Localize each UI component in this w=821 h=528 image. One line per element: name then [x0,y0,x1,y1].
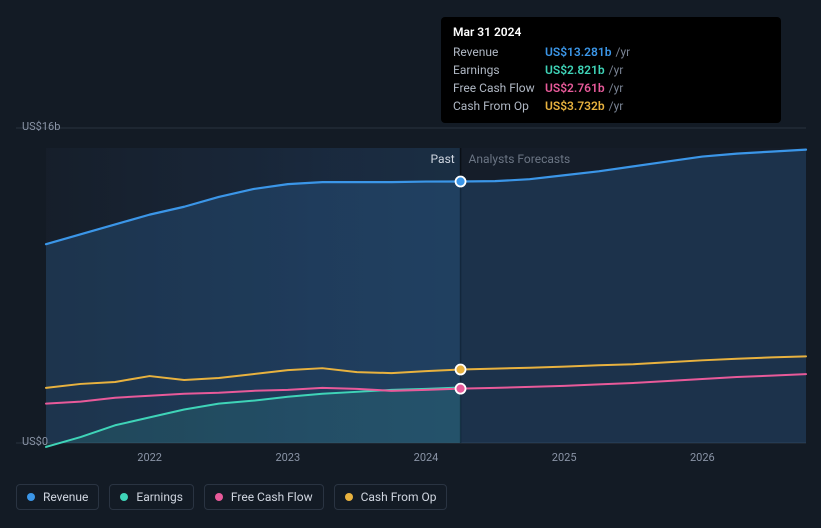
legend-swatch-icon [215,493,223,501]
past-section-label: Past [431,152,455,166]
tooltip-row: EarningsUS$2.821b/yr [453,61,769,79]
legend-swatch-icon [120,493,128,501]
legend-item-revenue[interactable]: Revenue [16,484,99,510]
revenue-forecast-chart: Mar 31 2024 RevenueUS$13.281b/yrEarnings… [0,0,821,524]
tooltip-row: Cash From OpUS$3.732b/yr [453,97,769,115]
x-axis-label: 2025 [552,451,577,464]
x-axis-label: 2024 [414,451,439,464]
tooltip-row: RevenueUS$13.281b/yr [453,43,769,61]
y-axis-label: US$0 [22,435,48,448]
legend-item-earnings[interactable]: Earnings [109,484,194,510]
tooltip-row: Free Cash FlowUS$2.761b/yr [453,79,769,97]
legend-label: Earnings [136,490,183,504]
tooltip-unit: /yr [609,61,624,79]
tooltip-unit: /yr [609,79,624,97]
tooltip-unit: /yr [609,97,624,115]
legend-label: Free Cash Flow [231,490,313,504]
legend-swatch-icon [345,493,353,501]
tooltip-metric-label: Earnings [453,61,545,79]
x-axis-label: 2026 [690,451,715,464]
tooltip-value: US$3.732b [545,97,605,115]
chart-tooltip: Mar 31 2024 RevenueUS$13.281b/yrEarnings… [441,17,781,123]
tooltip-metric-label: Cash From Op [453,97,545,115]
legend-label: Cash From Op [361,490,437,504]
tooltip-value: US$13.281b [545,43,612,61]
chart-legend: Revenue Earnings Free Cash Flow Cash From O… [16,484,447,510]
legend-item-cash-from-op[interactable]: Cash From Op [334,484,448,510]
forecast-section-label: Analysts Forecasts [469,152,571,166]
tooltip-unit: /yr [616,43,631,61]
x-axis-label: 2022 [137,451,162,464]
tooltip-value: US$2.821b [545,61,605,79]
x-axis-label: 2023 [275,451,300,464]
tooltip-metric-label: Revenue [453,43,545,61]
tooltip-value: US$2.761b [545,79,605,97]
tooltip-date: Mar 31 2024 [453,25,769,39]
legend-item-free-cash-flow[interactable]: Free Cash Flow [204,484,324,510]
y-axis-label: US$16b [22,120,60,133]
legend-swatch-icon [27,493,35,501]
tooltip-metric-label: Free Cash Flow [453,79,545,97]
legend-label: Revenue [43,490,88,504]
